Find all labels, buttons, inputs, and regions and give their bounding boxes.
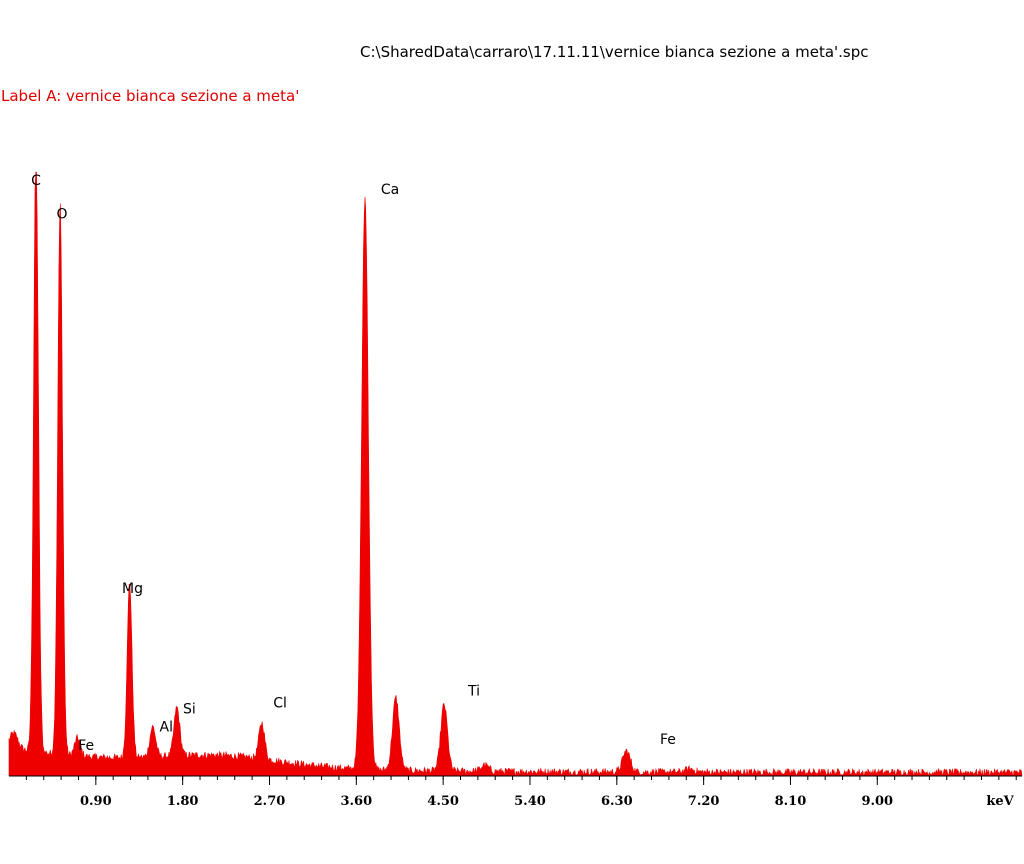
- x-tick-label: 2.70: [254, 794, 286, 809]
- x-tick-label: 1.80: [167, 794, 199, 809]
- x-tick-label: 7.20: [688, 794, 720, 809]
- peak-label-fe: Fe: [660, 732, 676, 748]
- x-tick-label: 0.90: [80, 794, 112, 809]
- x-tick-label: 6.30: [601, 794, 633, 809]
- x-tick-label: 8.10: [775, 794, 807, 809]
- peak-label-fe: Fe: [78, 738, 94, 754]
- x-tick-label: 4.50: [427, 794, 459, 809]
- spectrum-area: [8, 171, 1023, 777]
- spectrum-label: Label A: vernice bianca sezione a meta': [1, 87, 300, 105]
- x-tick-label: 9.00: [861, 794, 893, 809]
- peak-label-al: Al: [160, 720, 173, 736]
- x-tick-label: 5.40: [514, 794, 546, 809]
- peak-label-ti: Ti: [467, 683, 480, 699]
- x-tick-label: 3.60: [340, 794, 372, 809]
- peak-label-ca: Ca: [381, 182, 399, 198]
- peak-label-si: Si: [183, 702, 196, 718]
- x-axis-unit-label: keV: [986, 794, 1014, 809]
- peak-label-cl: Cl: [273, 696, 287, 712]
- file-path-title: C:\SharedData\carraro\17.11.11\vernice b…: [360, 43, 869, 61]
- peak-label-o: O: [57, 206, 68, 222]
- peak-label-mg: Mg: [122, 581, 143, 597]
- peak-label-c: C: [31, 173, 41, 189]
